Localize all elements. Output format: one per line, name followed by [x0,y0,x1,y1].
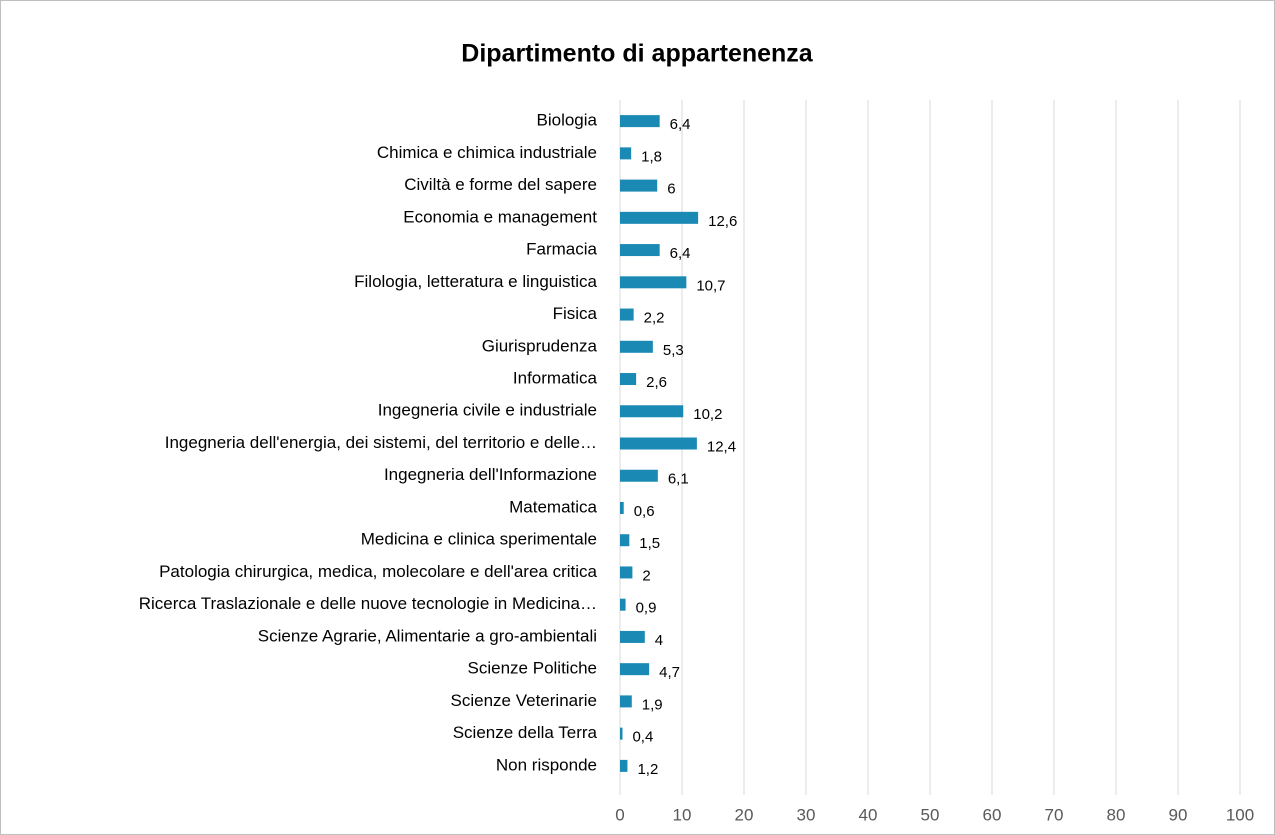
data-label: 5,3 [663,342,684,359]
data-label: 2,2 [644,310,665,327]
bar [620,244,660,257]
y-tick-label: Fisica [553,304,598,323]
x-tick-label: 0 [615,805,624,824]
data-label: 0,9 [636,600,657,617]
bar [620,501,624,514]
data-label: 2,6 [646,374,667,391]
x-tick-label: 60 [983,805,1002,824]
data-label: 4,7 [659,664,680,681]
bar [620,115,660,128]
data-label: 1,9 [642,696,663,713]
data-label: 6,4 [670,116,691,133]
y-tick-label: Scienze Agrarie, Alimentarie a gro-ambie… [258,626,597,645]
data-label: 1,2 [637,761,658,778]
bar [620,437,697,450]
bar [620,405,684,418]
bar [620,759,628,772]
y-tick-label: Civiltà e forme del sapere [404,175,597,194]
bar [620,663,650,676]
data-label: 10,2 [693,406,722,423]
data-label: 0,6 [634,503,655,520]
bar [620,179,658,192]
y-tick-label: Medicina e clinica sperimentale [361,530,597,549]
data-label: 4 [655,632,663,649]
y-tick-label: Filologia, letteratura e linguistica [354,272,597,291]
x-tick-label: 10 [673,805,692,824]
y-tick-label: Ingegneria dell'Informazione [384,465,597,484]
bar [620,695,632,708]
data-label: 12,6 [708,213,737,230]
chart-title: Dipartimento di appartenenza [461,40,814,68]
data-label: 2 [642,567,650,584]
y-tick-label: Economia e management [403,207,597,226]
x-tick-label: 90 [1169,805,1188,824]
bar [620,566,633,579]
y-tick-label: Matematica [509,497,597,516]
data-label: 6 [667,181,675,198]
y-tick-label: Biologia [537,111,598,130]
data-label: 1,8 [641,148,662,165]
y-tick-label: Scienze Politiche [468,659,597,678]
bar [620,373,637,386]
bar [620,469,658,482]
x-tick-label: 30 [797,805,816,824]
data-label: 6,1 [668,471,689,488]
bar [620,308,634,321]
y-tick-label: Scienze Veterinarie [451,691,597,710]
y-tick-label: Patologia chirurgica, medica, molecolare… [159,562,597,581]
x-tick-label: 40 [859,805,878,824]
bar [620,727,623,740]
bar [620,276,687,289]
bar [620,340,653,353]
bar [620,147,632,160]
y-tick-label: Non risponde [496,755,597,774]
bar [620,211,699,224]
x-tick-label: 80 [1107,805,1126,824]
x-tick-label: 50 [921,805,940,824]
bar [620,598,626,611]
y-tick-label: Giurisprudenza [482,336,598,355]
x-tick-label: 100 [1226,805,1254,824]
data-label: 0,4 [632,729,653,746]
y-tick-label: Ingegneria dell'energia, dei sistemi, de… [165,433,597,452]
y-tick-label: Ingegneria civile e industriale [378,401,597,420]
x-tick-label: 70 [1045,805,1064,824]
data-label: 6,4 [670,245,691,262]
y-tick-label: Scienze della Terra [453,723,598,742]
y-tick-label: Ricerca Traslazionale e delle nuove tecn… [139,594,597,613]
data-label: 1,5 [639,535,660,552]
y-tick-label: Farmacia [526,240,597,259]
data-label: 10,7 [696,277,725,294]
y-tick-label: Chimica e chimica industriale [377,143,597,162]
bar [620,534,630,547]
bar [620,630,645,643]
x-tick-label: 20 [735,805,754,824]
y-tick-label: Informatica [513,369,598,388]
data-label: 12,4 [707,438,736,455]
